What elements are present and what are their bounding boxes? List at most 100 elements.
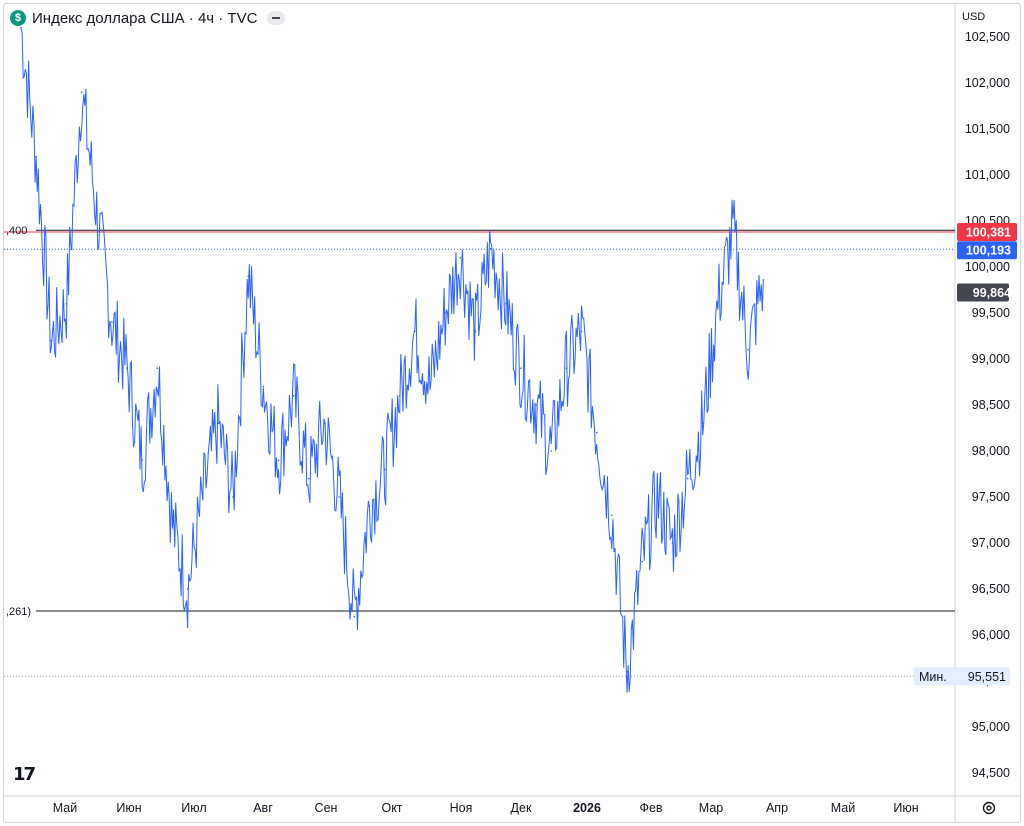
- data-point: [141, 459, 143, 462]
- data-point: [186, 588, 189, 590]
- data-point: [611, 514, 613, 517]
- data-point: [323, 422, 325, 425]
- x-tick-label: Июн: [893, 801, 918, 815]
- data-point: [95, 211, 98, 213]
- y-tick-label: 95,000: [972, 720, 1010, 734]
- data-point: [201, 496, 204, 498]
- data-point: [656, 496, 659, 498]
- data-point: [383, 468, 386, 471]
- data-point: [171, 523, 174, 526]
- data-point: [747, 349, 749, 351]
- data-point: [686, 477, 689, 480]
- data-point: [398, 395, 401, 397]
- data-point: [535, 404, 537, 406]
- data-point: [429, 385, 431, 388]
- data-point: [308, 477, 310, 480]
- y-tick-label: 96,500: [972, 582, 1010, 596]
- data-point: [126, 367, 128, 370]
- x-tick-label: Май: [831, 801, 856, 815]
- x-tick-label: Ноя: [450, 801, 473, 815]
- data-point: [50, 339, 53, 342]
- horizontal-lines: ,400 ,261): [4, 225, 955, 677]
- y-tick-label: 99,500: [972, 306, 1010, 320]
- svg-text:100,381: 100,381: [966, 225, 1011, 239]
- y-tick-label: 100,000: [965, 260, 1010, 274]
- x-tick-label: Авг: [253, 801, 273, 815]
- data-point: [701, 422, 704, 425]
- data-point: [35, 155, 37, 158]
- collapse-button[interactable]: [267, 11, 286, 25]
- y-tick-label: 98,000: [972, 444, 1010, 458]
- svg-text:99,864: 99,864: [973, 286, 1011, 300]
- y-tick-label: 102,000: [965, 76, 1010, 90]
- data-point: [732, 229, 734, 231]
- x-tick-label: Окт: [381, 801, 402, 815]
- x-tick-label: Май: [53, 801, 78, 815]
- current-price-badge: 100,193: [957, 241, 1017, 260]
- y-tick-label: 97,500: [972, 490, 1010, 504]
- data-point: [580, 330, 583, 333]
- price-badges: 100,381 100,193 99,864 Мин. 95,551: [914, 222, 1017, 686]
- data-point: [762, 279, 765, 281]
- data-point: [277, 459, 280, 462]
- data-point: [156, 367, 159, 370]
- series-layer: [20, 27, 765, 693]
- x-tick-label: Мар: [699, 801, 724, 815]
- data-point: [20, 27, 22, 29]
- x-tick-label: Апр: [766, 801, 788, 815]
- data-point: [641, 560, 643, 563]
- data-point: [550, 450, 553, 452]
- x-tick-label: Фев: [639, 801, 662, 815]
- data-point: [474, 330, 477, 333]
- min-label: Мин.: [919, 670, 947, 684]
- close-price-badge: 99,864: [957, 283, 1011, 302]
- data-point: [353, 615, 356, 618]
- x-tick-label: Июл: [181, 801, 206, 815]
- data-point: [595, 431, 598, 434]
- symbol-title[interactable]: Индекс доллара США · 4ч · TVC: [32, 9, 258, 27]
- x-axis[interactable]: Май Июн Июл Авг Сен Окт Ноя Дек 2026 Фев Мар Апр Май…: [4, 795, 1020, 815]
- dollar-icon: $: [10, 10, 26, 26]
- data-point: [444, 312, 446, 314]
- svg-text:100,193: 100,193: [966, 244, 1011, 258]
- y-tick-label: 98,500: [972, 398, 1010, 412]
- data-point: [262, 385, 265, 388]
- data-point: [247, 275, 250, 278]
- currency-button[interactable]: USD: [962, 11, 986, 23]
- x-tick-label: 2026: [573, 801, 601, 815]
- data-point: [217, 422, 219, 425]
- chart-frame: [3, 3, 1021, 823]
- gear-icon[interactable]: [980, 799, 998, 817]
- data-point: [489, 247, 492, 250]
- support-label: ,261): [6, 606, 31, 618]
- y-tick-label: 96,000: [972, 628, 1010, 642]
- x-tick-label: Сен: [315, 801, 338, 815]
- tradingview-logo[interactable]: 17: [13, 764, 36, 785]
- data-point: [232, 496, 234, 498]
- data-point: [80, 91, 83, 93]
- data-point: [368, 505, 371, 508]
- data-point: [717, 303, 719, 305]
- y-tick-label: 102,500: [965, 30, 1010, 44]
- data-point: [338, 496, 340, 498]
- y-tick-label: 97,000: [972, 536, 1010, 550]
- data-point: [671, 542, 674, 544]
- x-tick-label: Июн: [116, 801, 141, 815]
- red-price-badge: 100,381: [957, 222, 1017, 241]
- x-tick-label: Дек: [511, 801, 532, 815]
- min-price-badge: Мин. 95,551: [914, 667, 1010, 686]
- y-tick-label: 94,500: [972, 766, 1010, 780]
- data-point: [520, 367, 522, 370]
- data-point: [292, 395, 295, 397]
- data-point: [459, 257, 462, 259]
- series-line: [20, 28, 764, 693]
- y-tick-label: 101,000: [965, 168, 1010, 182]
- resistance-label: ,400: [6, 225, 27, 237]
- data-point: [504, 303, 507, 305]
- chart-header: $ Индекс доллара США · 4ч · TVC: [10, 8, 286, 28]
- y-axis[interactable]: 102,500102,000101,500101,000100,500100,0…: [954, 4, 1010, 822]
- data-point: [565, 367, 568, 370]
- data-point: [111, 321, 113, 324]
- min-value: 95,551: [968, 670, 1006, 684]
